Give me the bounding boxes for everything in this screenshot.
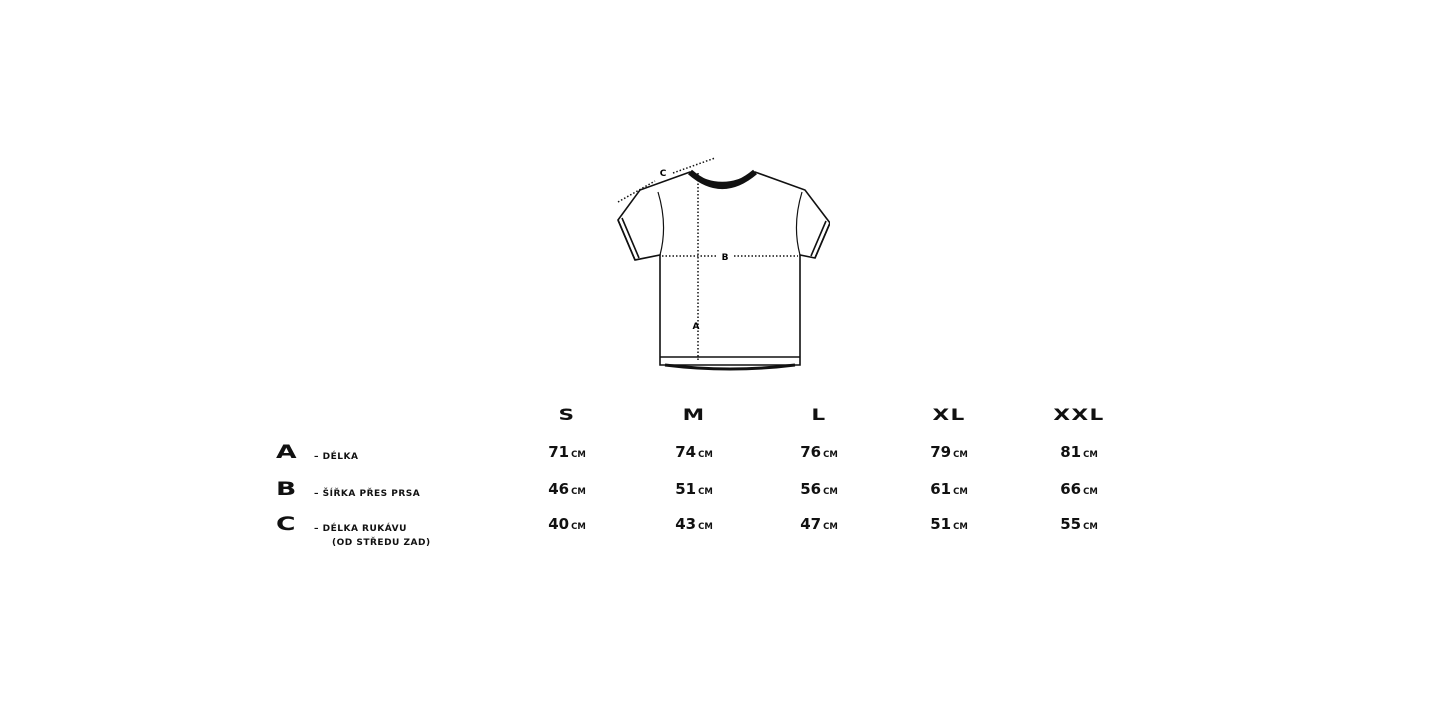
size-header-xxl: XXL <box>1053 405 1105 424</box>
measurement-value: 76 <box>800 443 822 461</box>
size-header-l: L <box>811 405 827 424</box>
measurement-value: 43 <box>675 515 697 533</box>
unit: CM <box>823 487 838 497</box>
unit: CM <box>698 450 713 460</box>
measurement-value: 56 <box>800 480 822 498</box>
row-letter: C <box>276 513 296 535</box>
unit: CM <box>571 487 586 497</box>
measurement-cell: 46 CM <box>522 480 612 498</box>
measurement-value: 51 <box>675 480 697 498</box>
measurement-value: 61 <box>930 480 952 498</box>
size-header-m: M <box>682 405 706 424</box>
row-label-text: – ŠÍŘKA PŘES PRSA <box>314 489 421 499</box>
unit: CM <box>1083 487 1098 497</box>
size-header-s: S <box>558 405 576 424</box>
unit: CM <box>823 522 838 532</box>
measurement-value: 79 <box>930 443 952 461</box>
unit: CM <box>698 522 713 532</box>
unit: CM <box>823 450 838 460</box>
unit: CM <box>953 487 968 497</box>
unit: CM <box>571 450 586 460</box>
row-letter: B <box>276 478 297 500</box>
measurement-value: 81 <box>1060 443 1082 461</box>
measurement-cell: 66 CM <box>1034 480 1124 498</box>
row-label: – DÉLKA <box>314 450 358 464</box>
measurement-value: 74 <box>675 443 697 461</box>
label-a: A <box>693 322 700 332</box>
measurement-cell: 76 CM <box>774 443 864 461</box>
size-header-xl: XL <box>932 405 966 424</box>
measurement-value: 71 <box>548 443 570 461</box>
row-label: – DÉLKA RUKÁVU (OD STŘEDU ZAD) <box>314 522 431 550</box>
label-b: B <box>722 253 729 263</box>
row-letter: A <box>276 441 297 463</box>
measurement-cell: 74 CM <box>649 443 739 461</box>
measurement-value: 66 <box>1060 480 1082 498</box>
measurement-value: 51 <box>930 515 952 533</box>
measurement-cell: 51 CM <box>904 515 994 533</box>
unit: CM <box>953 450 968 460</box>
tshirt-measurement-diagram: B A C <box>617 157 830 371</box>
unit: CM <box>571 522 586 532</box>
measurement-cell: 81 CM <box>1034 443 1124 461</box>
measurement-cell: 40 CM <box>522 515 612 533</box>
row-label-text: – DÉLKA <box>314 452 359 462</box>
measurement-cell: 79 CM <box>904 443 994 461</box>
row-sublabel: (OD STŘEDU ZAD) <box>332 538 431 548</box>
measurement-value: 47 <box>800 515 822 533</box>
unit: CM <box>1083 450 1098 460</box>
measurement-cell: 71 CM <box>522 443 612 461</box>
measurement-value: 40 <box>548 515 570 533</box>
label-c: C <box>660 169 667 179</box>
measurement-value: 55 <box>1060 515 1082 533</box>
measurement-cell: 43 CM <box>649 515 739 533</box>
row-label: – ŠÍŘKA PŘES PRSA <box>314 487 420 501</box>
measurement-cell: 47 CM <box>774 515 864 533</box>
measurement-cell: 55 CM <box>1034 515 1124 533</box>
measurement-cell: 56 CM <box>774 480 864 498</box>
unit: CM <box>953 522 968 532</box>
measurement-cell: 51 CM <box>649 480 739 498</box>
measurement-cell: 61 CM <box>904 480 994 498</box>
unit: CM <box>1083 522 1098 532</box>
measurement-value: 46 <box>548 480 570 498</box>
unit: CM <box>698 487 713 497</box>
row-label-text: – DÉLKA RUKÁVU <box>314 524 407 534</box>
